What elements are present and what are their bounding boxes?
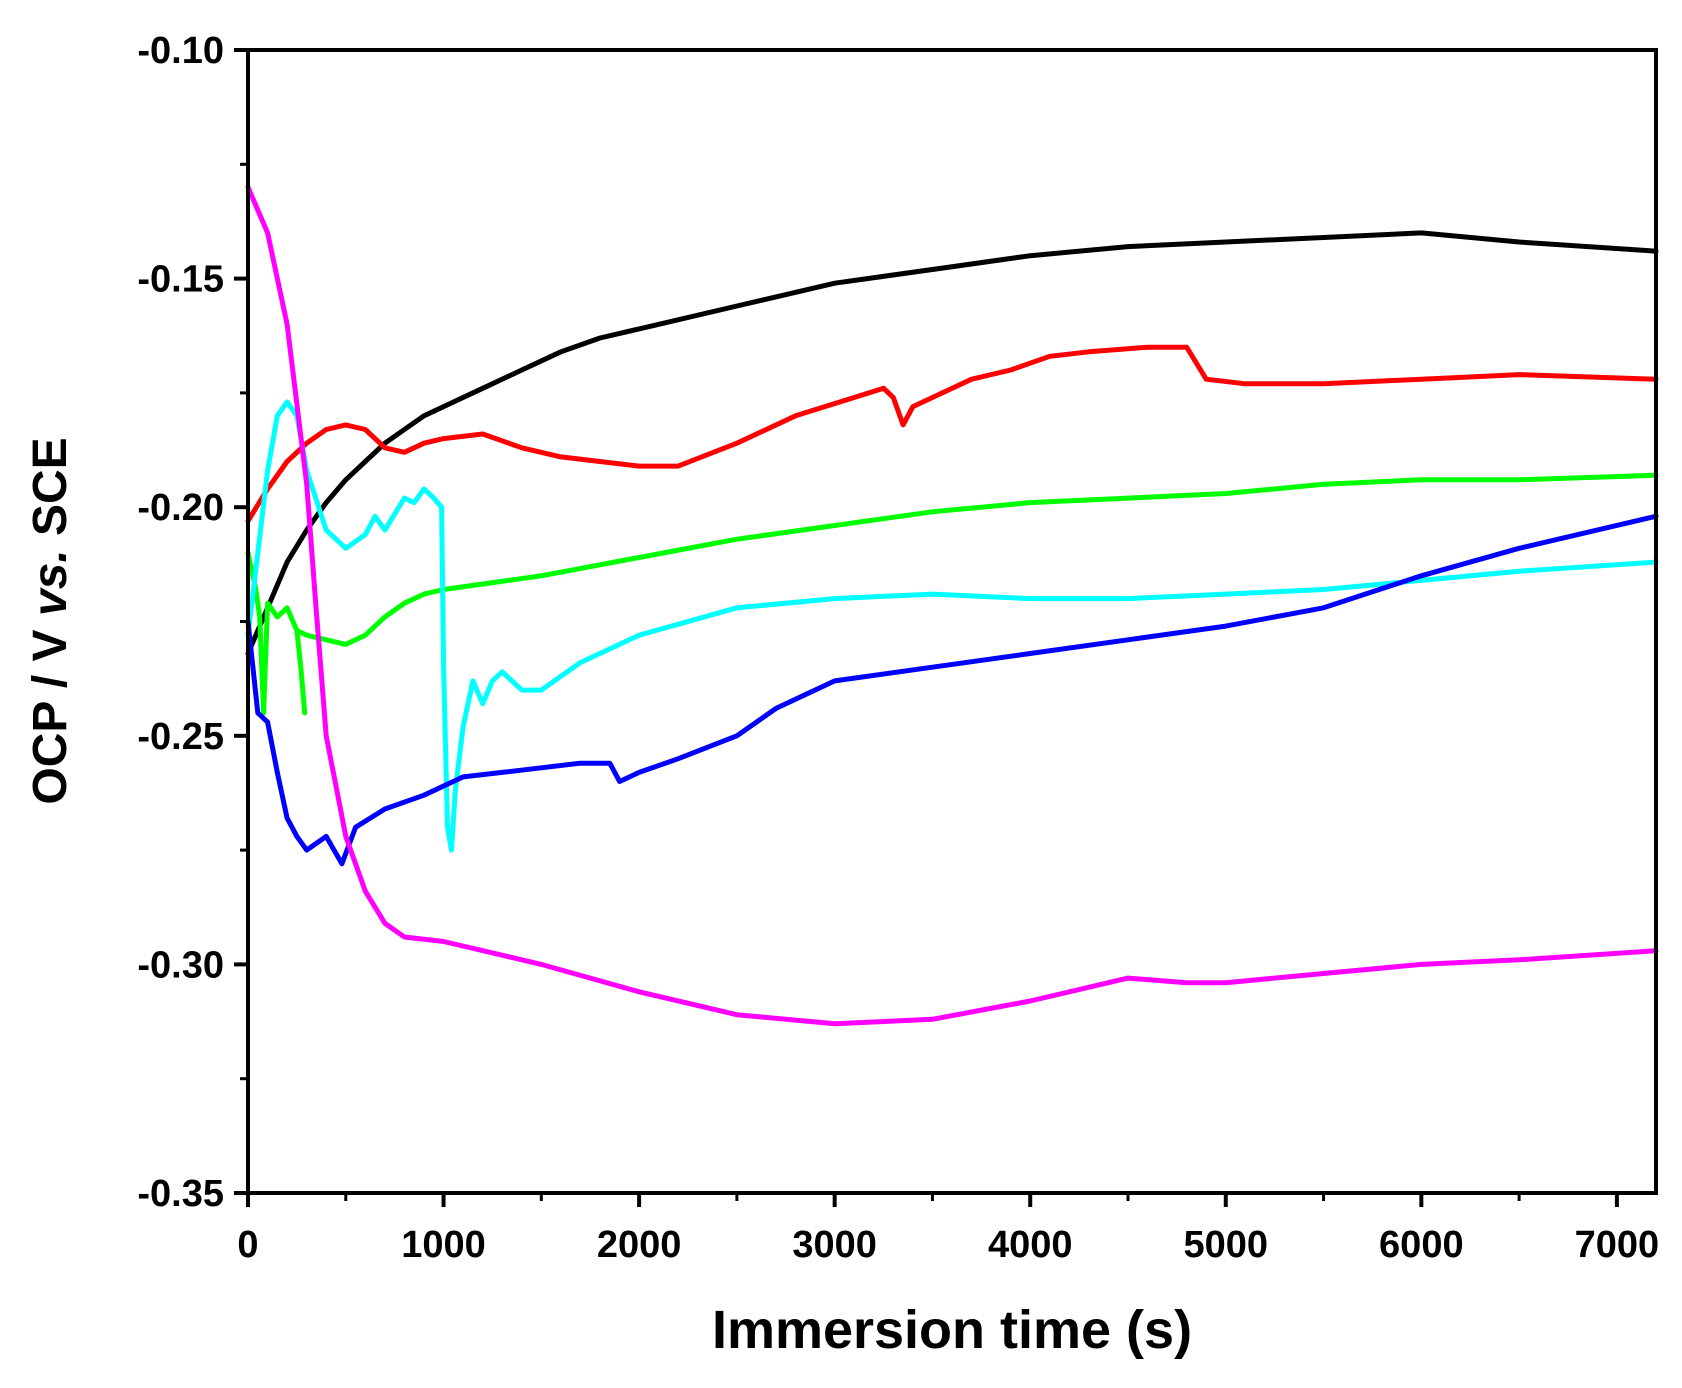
y-tick-label: -0.15 [137, 259, 224, 301]
series-line-black [245, 230, 1659, 656]
series-line-green-short [294, 628, 308, 716]
series-line-red [245, 344, 1659, 524]
y-axis-title: OCP / V vs. SCE [24, 437, 77, 804]
series-line-cyan [245, 399, 1659, 853]
x-tick-label: 3000 [792, 1224, 877, 1266]
x-tick-label: 5000 [1184, 1224, 1269, 1266]
y-axis-title-part: SCE [24, 437, 77, 549]
plot-area-frame [246, 48, 1658, 1195]
x-tick-label: 7000 [1575, 1224, 1660, 1266]
x-tick-label: 0 [237, 1224, 258, 1266]
x-tick-label: 6000 [1379, 1224, 1464, 1266]
series-line-magenta [245, 184, 1659, 1027]
x-tick-label: 2000 [597, 1224, 682, 1266]
series-line-blue [245, 513, 1659, 867]
y-axis-title-part: vs. [24, 549, 77, 616]
x-axis-title: Immersion time (s) [712, 1300, 1192, 1360]
series-line-green [245, 472, 1659, 716]
y-tick-label: -0.20 [137, 487, 224, 529]
axis-ticks: 0 1000 2000 3000 4000 5000 6000 7000 -0.10 -0.15 -… [137, 30, 1659, 1266]
y-tick-label: -0.35 [137, 1173, 224, 1215]
x-tick-label: 1000 [401, 1224, 486, 1266]
y-tick-label: -0.25 [137, 716, 224, 758]
series-layer [245, 184, 1659, 1027]
y-tick-label: -0.30 [137, 944, 224, 986]
y-tick-label: -0.10 [137, 30, 224, 72]
y-axis-title-part: OCP / V [24, 616, 77, 805]
x-tick-label: 4000 [988, 1224, 1073, 1266]
